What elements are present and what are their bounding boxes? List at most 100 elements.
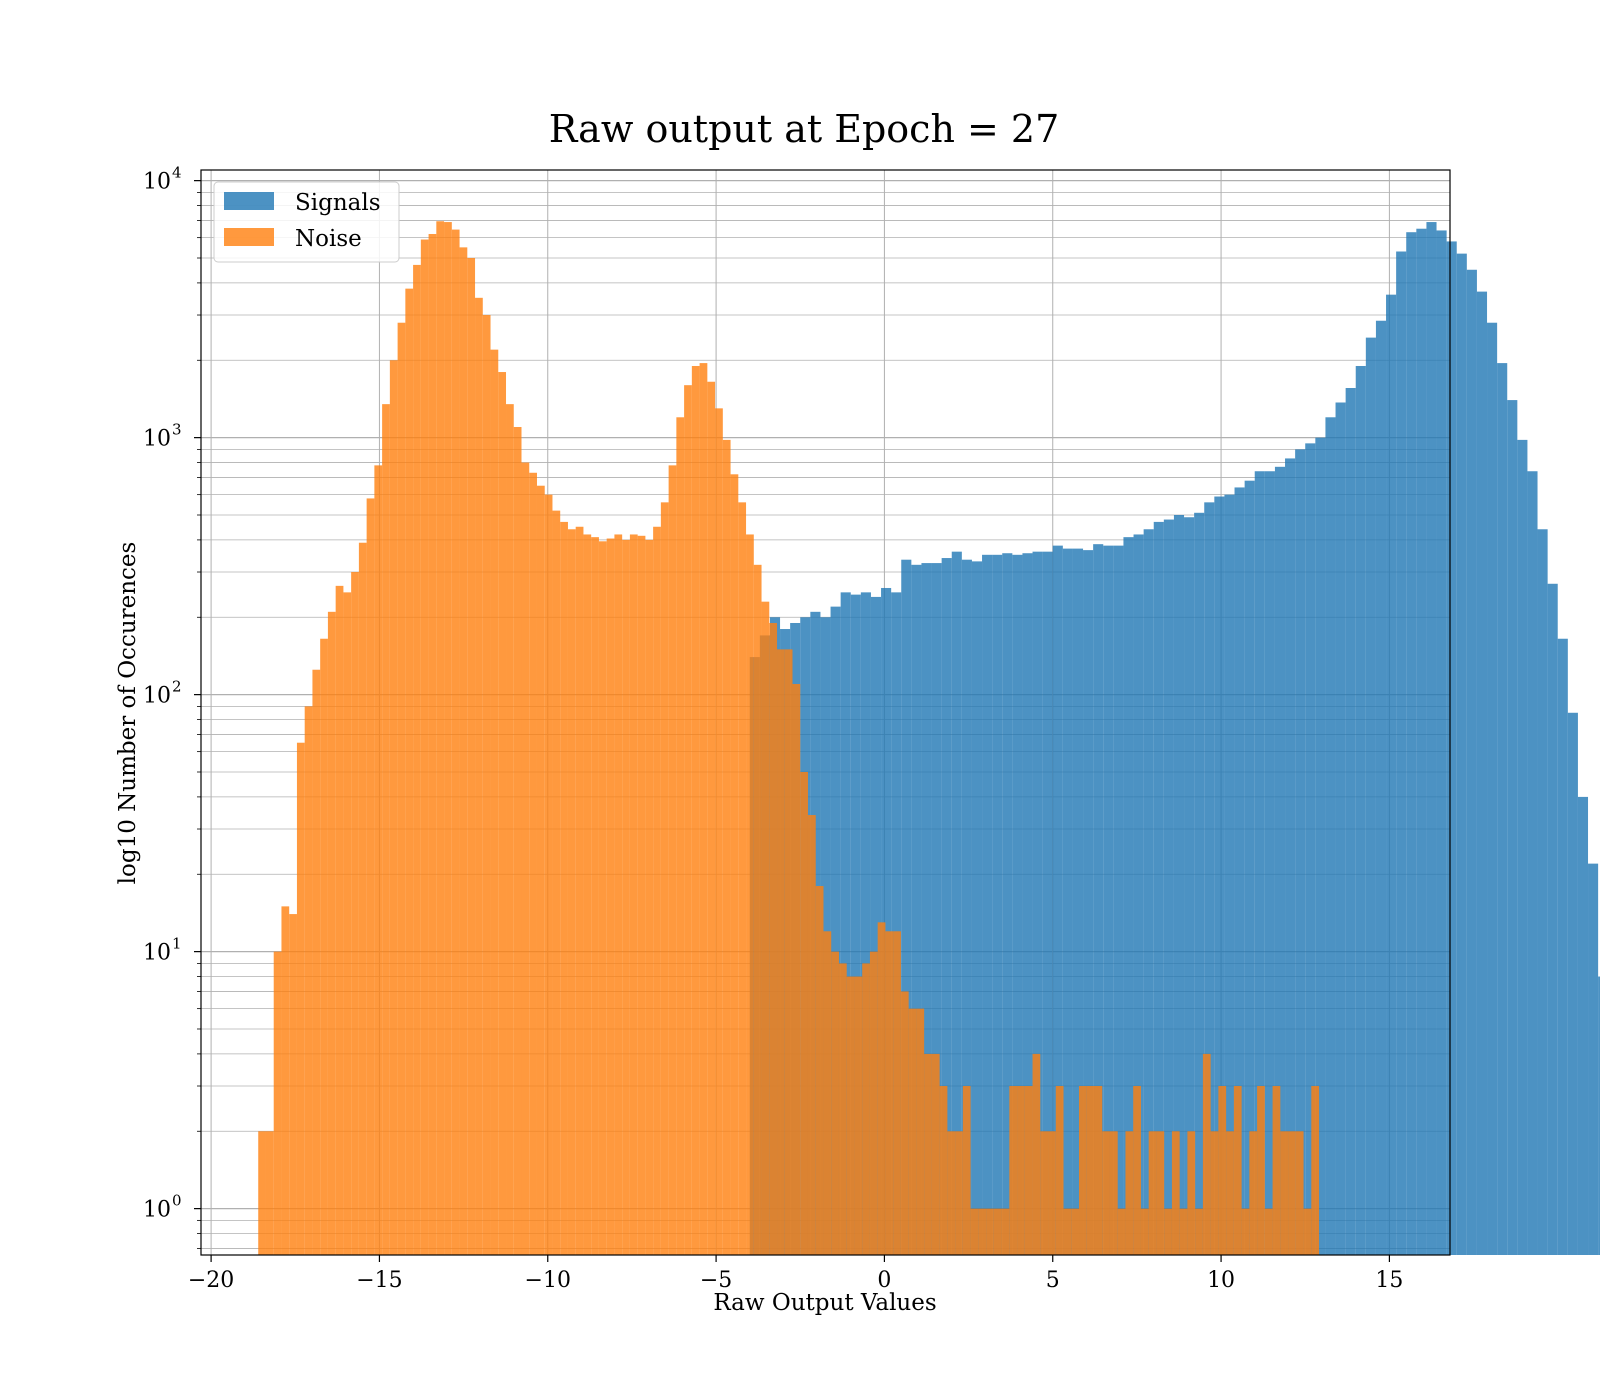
legend-swatch-signals <box>224 192 274 210</box>
bar-noise <box>389 360 398 1255</box>
bar-noise <box>289 914 297 1255</box>
legend-label-noise: Noise <box>295 226 362 252</box>
bar-noise <box>444 222 452 1255</box>
bar-noise <box>761 601 770 1255</box>
bar-noise <box>382 404 390 1255</box>
bar-noise <box>993 1208 1002 1255</box>
bar-noise <box>792 683 801 1255</box>
bar-signals <box>891 592 902 1255</box>
bar-signals <box>1446 241 1457 1256</box>
bar-noise <box>769 622 778 1255</box>
bar-noise <box>1009 1086 1018 1255</box>
x-tick-label: 5 <box>1046 1268 1060 1293</box>
bar-noise <box>1241 1208 1250 1255</box>
bar-noise <box>823 931 832 1255</box>
x-tick-label: −15 <box>356 1268 402 1293</box>
bar-signals <box>1163 519 1174 1255</box>
y-tick-exponent: 1 <box>172 935 182 953</box>
bar-noise <box>482 315 491 1255</box>
y-tick-label: 10 <box>143 427 171 452</box>
bar-noise <box>707 381 716 1256</box>
bar-signals <box>1507 400 1518 1255</box>
bar-noise <box>567 529 576 1255</box>
bar-noise <box>258 1131 266 1255</box>
bar-noise <box>506 404 514 1255</box>
bar-signals <box>1406 232 1417 1255</box>
bar-noise <box>451 229 460 1256</box>
bar-signals <box>921 563 932 1255</box>
bar-noise <box>777 649 785 1255</box>
bar-noise <box>560 521 568 1255</box>
bar-noise <box>1117 1208 1126 1255</box>
bar-signals <box>1083 550 1094 1255</box>
y-tick-label: 10 <box>143 1198 171 1223</box>
bar-noise <box>606 538 615 1255</box>
bar-noise <box>1055 1086 1064 1255</box>
bar-signals <box>961 559 972 1255</box>
bar-signals <box>1062 548 1073 1255</box>
bar-noise <box>939 1086 948 1255</box>
bar-signals <box>1244 480 1255 1255</box>
bar-signals <box>1295 449 1306 1256</box>
bar-signals <box>1375 320 1387 1255</box>
bar-noise <box>536 485 545 1255</box>
bar-signals <box>1557 638 1568 1255</box>
histogram-bars <box>258 221 1600 1256</box>
y-tick-exponent: 2 <box>172 678 182 696</box>
bar-noise <box>978 1208 987 1255</box>
bar-signals <box>1315 437 1326 1256</box>
plot-frame <box>200 169 1451 1256</box>
bar-noise <box>1210 1131 1219 1255</box>
bar-noise <box>1125 1131 1134 1255</box>
bar-signals <box>1355 365 1366 1256</box>
bar-signals <box>1567 712 1578 1255</box>
bar-noise <box>1280 1131 1289 1255</box>
bar-noise <box>924 1053 932 1255</box>
y-tick-exponent: 0 <box>172 1192 182 1210</box>
bar-signals <box>992 554 1003 1255</box>
bar-noise <box>327 611 336 1255</box>
bar-signals <box>911 564 922 1255</box>
bar-noise <box>490 349 499 1255</box>
bar-noise <box>366 498 375 1255</box>
bar-noise <box>1040 1131 1049 1255</box>
bar-noise <box>1218 1086 1227 1255</box>
bar-noise <box>552 510 561 1255</box>
bar-signals <box>901 559 912 1255</box>
bar-noise <box>738 502 747 1255</box>
bar-noise <box>1257 1086 1265 1255</box>
bar-noise <box>1195 1208 1203 1255</box>
bar-signals <box>1093 544 1104 1255</box>
bar-signals <box>1133 534 1144 1255</box>
bar-noise <box>1086 1086 1095 1255</box>
chart-title: Raw output at Epoch = 27 <box>549 107 1060 151</box>
bar-noise <box>900 991 909 1255</box>
bar-noise <box>335 585 344 1255</box>
bar-signals <box>860 592 871 1255</box>
bar-noise <box>653 526 661 1255</box>
bar-signals <box>1204 502 1215 1255</box>
bar-noise <box>598 541 607 1255</box>
bar-signals <box>1345 388 1356 1256</box>
bar-signals <box>1234 487 1245 1255</box>
bar-noise <box>1187 1131 1196 1255</box>
bar-signals <box>1305 443 1316 1255</box>
bar-signals <box>1143 529 1154 1255</box>
bar-signals <box>1426 222 1437 1255</box>
bar-noise <box>320 638 328 1255</box>
bar-noise <box>1032 1053 1041 1255</box>
bar-signals <box>1436 230 1447 1255</box>
bar-noise <box>1233 1086 1242 1255</box>
bar-signals <box>1416 228 1427 1255</box>
x-axis-label: Raw Output Values <box>713 1290 936 1316</box>
bar-signals <box>1325 417 1336 1255</box>
bar-noise <box>645 539 654 1255</box>
bar-signals <box>1335 402 1346 1255</box>
bar-noise <box>614 534 623 1255</box>
bar-noise <box>521 462 530 1256</box>
bar-noise <box>730 474 739 1256</box>
bar-noise <box>1063 1208 1072 1255</box>
bar-signals <box>1002 553 1013 1255</box>
bar-signals <box>951 551 962 1255</box>
